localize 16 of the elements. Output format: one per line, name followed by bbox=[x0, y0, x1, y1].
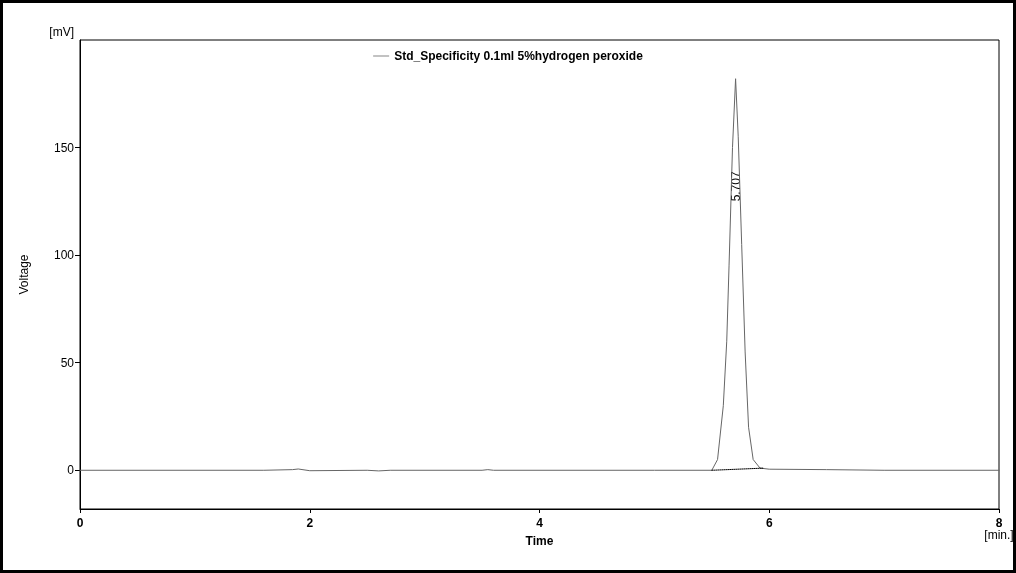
x-axis-title: Time bbox=[525, 534, 554, 548]
y-axis-title: Voltage bbox=[17, 254, 31, 295]
text: [mV] bbox=[49, 25, 74, 39]
x-tick-label: 8 bbox=[995, 516, 1003, 530]
y-tick-label: 100 bbox=[53, 248, 75, 263]
y-tick-label: 150 bbox=[53, 140, 75, 155]
x-tick-label: 2 bbox=[306, 516, 314, 530]
text: [min.] bbox=[984, 528, 1014, 542]
line-series bbox=[79, 78, 1000, 472]
x-tick-label: 0 bbox=[76, 516, 84, 530]
legend-label: Std_Specificity 0.1ml 5%hydrogen peroxide bbox=[394, 49, 644, 63]
y-tick-label: 0 bbox=[67, 463, 75, 478]
x-tick-label: 4 bbox=[536, 516, 544, 530]
y-tick-label: 50 bbox=[60, 355, 75, 370]
x-tick-label: 6 bbox=[765, 516, 773, 530]
annotation: 5.707 bbox=[728, 170, 743, 202]
